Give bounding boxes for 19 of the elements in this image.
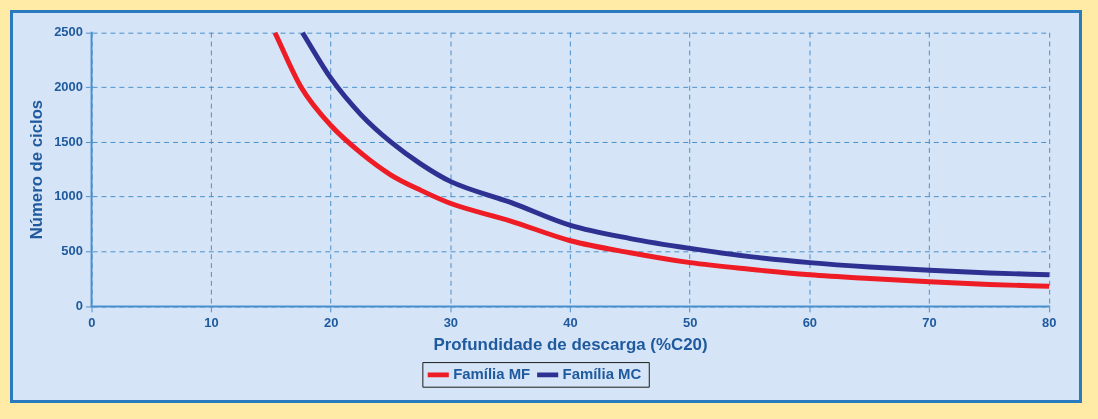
x-tick-label: 0 bbox=[88, 314, 96, 330]
x-tick-label: 60 bbox=[802, 314, 818, 330]
y-tick-label: 0 bbox=[75, 298, 83, 313]
x-tick-label: 80 bbox=[1041, 314, 1057, 330]
y-tick-label: 1500 bbox=[54, 133, 83, 149]
y-tick-label: 1000 bbox=[54, 188, 83, 204]
x-tick-label: 40 bbox=[563, 314, 578, 330]
y-axis-title: Número de ciclos bbox=[26, 99, 46, 240]
x-tick-label: 30 bbox=[443, 314, 459, 330]
y-tick-label: 500 bbox=[61, 243, 83, 259]
legend-label: Família MC bbox=[562, 366, 642, 382]
legend-label: Família MF bbox=[453, 366, 531, 382]
x-axis-title: Profundidade de descarga (%C20) bbox=[433, 335, 708, 355]
x-tick-label: 10 bbox=[204, 314, 219, 330]
x-tick-label: 20 bbox=[324, 314, 339, 330]
y-tick-label: 2000 bbox=[54, 79, 83, 94]
x-tick-label: 50 bbox=[682, 314, 698, 330]
y-tick-label: 2500 bbox=[54, 24, 83, 40]
x-tick-label: 70 bbox=[922, 314, 937, 330]
